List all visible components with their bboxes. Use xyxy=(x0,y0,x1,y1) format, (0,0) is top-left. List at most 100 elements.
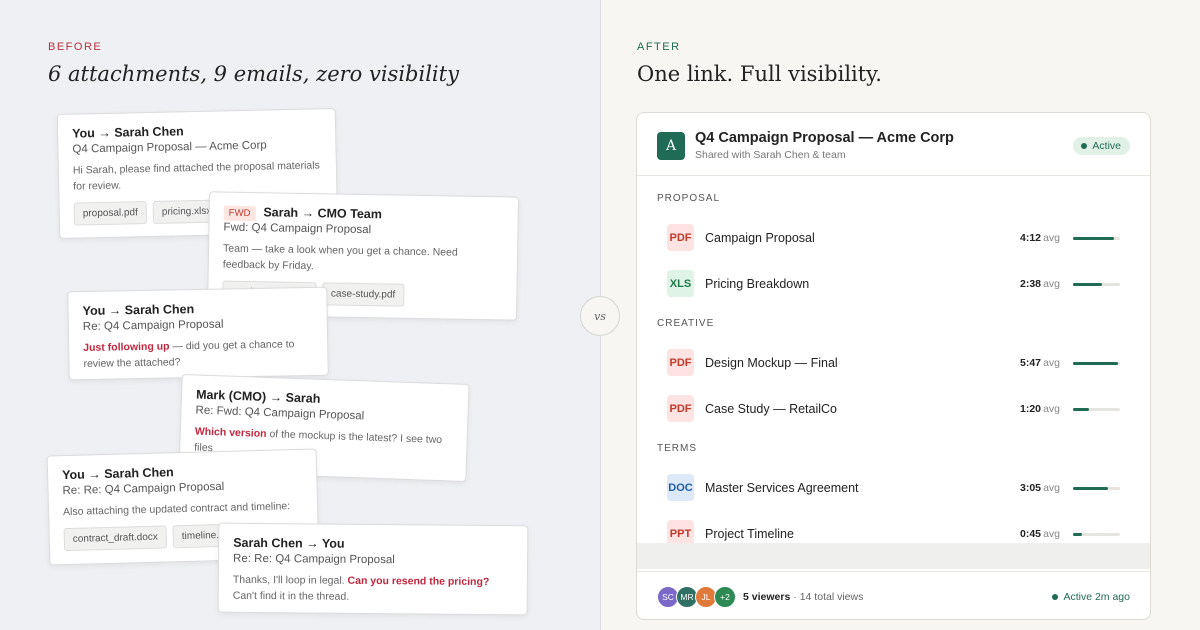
avg-time: 5:47 xyxy=(1019,357,1041,369)
file-name: Campaign Proposal xyxy=(705,231,815,245)
file-icon: PPT xyxy=(667,520,694,547)
sender: Sarah → CMO Team xyxy=(263,205,383,222)
avg-time: 1:20 xyxy=(1019,403,1041,415)
file-icon: DOC xyxy=(667,474,694,501)
attachment: proposal.pdf xyxy=(73,201,148,226)
file-icon: XLS xyxy=(667,270,694,297)
avg-unit: avg xyxy=(1043,482,1060,494)
divider xyxy=(637,175,1150,176)
engagement-track xyxy=(1073,237,1120,240)
avatar: +2 xyxy=(714,586,736,608)
sender: Sarah Chen → You xyxy=(233,535,345,551)
avatars: SC MR JL +2 xyxy=(657,586,736,608)
avg-time: 4:12 xyxy=(1019,232,1041,244)
emphasis: Which version xyxy=(194,425,267,440)
section-label: TERMS xyxy=(657,443,697,454)
engagement-bar xyxy=(1073,487,1109,490)
email-body: Just following up — did you get a chance… xyxy=(83,336,314,372)
after-title: One link. Full visibility. xyxy=(637,62,882,86)
vs-badge: vs xyxy=(580,296,620,336)
email-from: You → Sarah Chen xyxy=(72,121,321,140)
sender: You → Sarah Chen xyxy=(71,124,184,141)
avg-unit: avg xyxy=(1043,528,1060,540)
logo: A xyxy=(657,132,685,160)
email-body: Team — take a look when you get a chance… xyxy=(223,241,504,278)
emphasis: Just following up xyxy=(83,340,170,355)
file-name: Design Mockup — Final xyxy=(705,356,838,370)
attachment: contract_draft.docx xyxy=(63,525,168,552)
file-name: Pricing Breakdown xyxy=(705,277,810,291)
email-subject: Re: Q4 Campaign Proposal xyxy=(82,318,224,334)
engagement-bar xyxy=(1073,408,1090,411)
engagement-bar xyxy=(1073,362,1118,365)
room-card: A Q4 Campaign Proposal — Acme Corp Shared … xyxy=(636,112,1151,620)
body-text: Hi Sarah, please find attached the propo… xyxy=(72,159,320,193)
file-name: Project Timeline xyxy=(705,527,794,541)
status-dot xyxy=(1081,143,1088,149)
engagement-track xyxy=(1073,487,1120,490)
email-card: Sarah Chen → You Re: Re: Q4 Campaign Prop… xyxy=(217,522,529,616)
sender: You → Sarah Chen xyxy=(61,465,174,483)
fwd-badge: FWD xyxy=(223,205,256,222)
file-icon: PDF xyxy=(667,224,694,251)
file-name: Master Services Agreement xyxy=(705,481,859,495)
hover-strip xyxy=(637,543,1150,569)
engagement-bar xyxy=(1073,533,1083,536)
engagement-track xyxy=(1073,408,1120,411)
email-body: Thanks, I'll loop in legal. Can you rese… xyxy=(233,572,513,606)
email-card: You → Sarah Chen Re: Q4 Campaign Proposal… xyxy=(67,286,329,381)
attachment: case-study.pdf xyxy=(321,282,405,307)
section-label: PROPOSAL xyxy=(657,193,721,204)
sender: Mark (CMO) → Sarah xyxy=(195,387,321,406)
engagement-bar xyxy=(1073,237,1115,240)
emphasis: Can you resend the pricing? xyxy=(347,574,490,589)
email-from: You → Sarah Chen xyxy=(82,300,312,318)
sender: You → Sarah Chen xyxy=(82,302,195,319)
email-body: Hi Sarah, please find attached the propo… xyxy=(73,157,323,194)
email-subject: Re: Re: Q4 Campaign Proposal xyxy=(233,552,395,567)
engagement-track xyxy=(1073,533,1120,536)
body-text: Thanks, I'll loop in legal. xyxy=(232,573,348,587)
file-row[interactable]: PDF Design Mockup — Final 5:47 avg xyxy=(637,340,1150,386)
avg-time: 2:38 xyxy=(1019,278,1041,290)
file-icon: PDF xyxy=(667,395,694,422)
body-text: Team — take a look when you get a chance… xyxy=(222,242,458,273)
footer-divider xyxy=(637,571,1150,572)
file-icon: PDF xyxy=(667,349,694,376)
after-label: AFTER xyxy=(637,41,681,53)
avg-unit: avg xyxy=(1043,403,1060,415)
file-row[interactable]: XLS Pricing Breakdown 2:38 avg xyxy=(637,261,1150,307)
avg-unit: avg xyxy=(1043,232,1060,244)
avg-unit: avg xyxy=(1043,357,1060,369)
total-views: · 14 total views xyxy=(793,591,864,603)
engagement-track xyxy=(1073,362,1120,365)
email-from: Sarah Chen → You xyxy=(233,536,513,552)
room-subtitle: Shared with Sarah Chen & team xyxy=(695,149,846,161)
last-activity: Active 2m ago xyxy=(1052,591,1130,603)
email-subject: Fwd: Q4 Campaign Proposal xyxy=(223,221,372,237)
email-from: FWD Sarah → CMO Team xyxy=(223,205,504,224)
before-title: 6 attachments, 9 emails, zero visibility xyxy=(48,62,459,86)
file-row[interactable]: PDF Campaign Proposal 4:12 avg xyxy=(637,215,1150,261)
viewer-summary: 5 viewers · 14 total views xyxy=(743,591,863,603)
avg-unit: avg xyxy=(1043,278,1060,290)
email-subject: Re: Re: Q4 Campaign Proposal xyxy=(62,480,225,498)
engagement-bar xyxy=(1073,283,1103,286)
room-title: Q4 Campaign Proposal — Acme Corp xyxy=(695,130,954,146)
status-pill: Active xyxy=(1073,137,1130,155)
activity-text: Active 2m ago xyxy=(1063,591,1130,603)
file-row[interactable]: PDF Case Study — RetailCo 1:20 avg xyxy=(637,386,1150,432)
file-name: Case Study — RetailCo xyxy=(705,402,838,416)
engagement-track xyxy=(1073,283,1120,286)
file-row[interactable]: DOC Master Services Agreement 3:05 avg xyxy=(637,465,1150,511)
viewers: 5 viewers xyxy=(743,591,791,603)
status-text: Active xyxy=(1092,140,1121,152)
email-subject: Q4 Campaign Proposal — Acme Corp xyxy=(72,139,267,156)
avg-time: 0:45 xyxy=(1019,528,1041,540)
before-label: BEFORE xyxy=(48,41,103,53)
file-row[interactable]: PPT Project Timeline 0:45 avg xyxy=(637,511,1150,557)
avg-time: 3:05 xyxy=(1019,482,1041,494)
section-label: CREATIVE xyxy=(657,318,715,329)
activity-dot xyxy=(1052,594,1059,600)
